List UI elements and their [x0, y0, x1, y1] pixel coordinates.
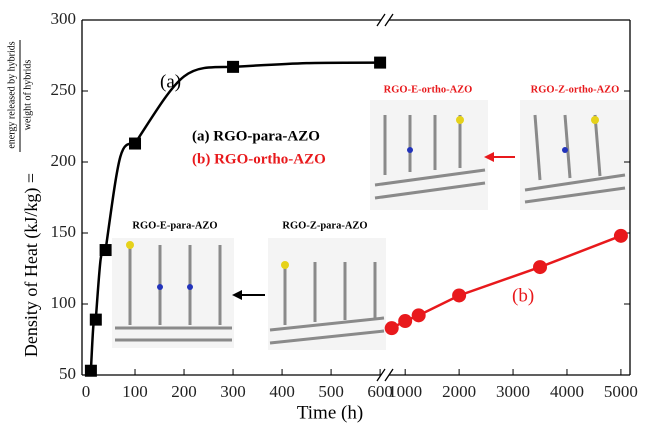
- series-line: [392, 236, 621, 328]
- legend-entry: (a) RGO-para-AZO: [192, 128, 320, 144]
- data-point: [227, 61, 239, 73]
- annotation: (b): [512, 285, 534, 306]
- data-point: [100, 244, 112, 256]
- data-point: [385, 321, 399, 335]
- data-point: [412, 308, 426, 322]
- y-axis-label-numerator: energy released by hybrids: [6, 41, 17, 148]
- image-label: RGO-E-para-AZO: [132, 220, 217, 231]
- y-tick-label: 100: [51, 293, 77, 312]
- x-tick-label: 2000: [442, 382, 476, 401]
- data-point: [533, 260, 547, 274]
- y-tick-label: 300: [51, 9, 77, 28]
- x-tick-label: 4000: [550, 382, 584, 401]
- y-axis-label-denominator: weight of hybrids: [22, 60, 33, 131]
- y-tick-label: 150: [51, 222, 77, 241]
- image-label: RGO-Z-para-AZO: [282, 220, 367, 231]
- x-tick-label: 0: [82, 382, 91, 401]
- x-tick-label: 1000: [388, 382, 422, 401]
- x-tick-label: 5000: [604, 382, 638, 401]
- chart: (a) (b) RGO-E-ortho-AZO RGO-Z-ortho-AZO …: [0, 0, 646, 426]
- y-tick-label: 200: [51, 151, 77, 170]
- y-axis-label: Density of Heat (kJ/kg) =: [21, 173, 42, 357]
- x-tick-label: 400: [269, 382, 295, 401]
- data-point: [85, 365, 97, 377]
- data-point: [452, 288, 466, 302]
- x-tick-label: 3000: [496, 382, 530, 401]
- data-point: [398, 314, 412, 328]
- x-axis-label: Time (h): [297, 402, 363, 423]
- x-tick-label: 300: [220, 382, 246, 401]
- data-point: [90, 314, 102, 326]
- data-point: [129, 138, 141, 150]
- image-label: RGO-E-ortho-AZO: [384, 84, 473, 95]
- x-tick-label: 100: [122, 382, 148, 401]
- data-point: [614, 229, 628, 243]
- x-tick-label: 200: [171, 382, 197, 401]
- y-tick-label: 250: [51, 80, 77, 99]
- x-tick-label: 500: [318, 382, 344, 401]
- image-label: RGO-Z-ortho-AZO: [531, 84, 620, 95]
- y-tick-label: 50: [59, 364, 76, 383]
- legend-entry: (b) RGO-ortho-AZO: [192, 151, 326, 167]
- data-point: [374, 57, 386, 69]
